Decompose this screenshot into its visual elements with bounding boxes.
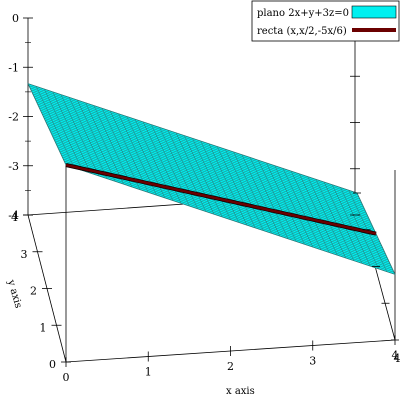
legend-label-line: recta (x,x/2,-5x/6) bbox=[257, 26, 347, 37]
plane-grid-line bbox=[216, 146, 256, 228]
plane-grid-line bbox=[332, 184, 371, 267]
x-tick-label: 3 bbox=[309, 355, 316, 368]
plane-outline bbox=[27, 82, 396, 276]
plane-grid-line bbox=[44, 117, 374, 228]
legend-swatch-plane bbox=[351, 5, 397, 19]
plane-grid-line bbox=[31, 91, 361, 202]
plane-grid-line bbox=[41, 111, 371, 222]
plane-grid-line bbox=[28, 85, 359, 196]
y-tick-label: 0 bbox=[49, 358, 56, 371]
x-axis-title: x axis bbox=[226, 386, 255, 397]
y-tick-label: 3 bbox=[21, 248, 28, 261]
y-tick-label: 2 bbox=[30, 285, 37, 298]
plane-grid-line bbox=[45, 122, 376, 232]
z-tick-label: -4 bbox=[8, 209, 19, 222]
plane-grid-line bbox=[29, 87, 359, 198]
plane-grid-line bbox=[34, 97, 364, 208]
y-axis-title: y axis bbox=[5, 278, 24, 310]
plane-grid-line bbox=[274, 165, 313, 248]
x-tick-label: 1 bbox=[145, 366, 152, 379]
plane-grid-line bbox=[290, 171, 330, 253]
plane-grid-line bbox=[307, 176, 346, 259]
plane-grid-line bbox=[39, 107, 369, 218]
legend-label-plane: plano 2x+y+3z=0 bbox=[257, 8, 349, 19]
plane-grid-line bbox=[200, 140, 239, 223]
z-tick-label: -2 bbox=[8, 111, 19, 124]
plane-grid-line bbox=[323, 181, 363, 264]
plane-surface bbox=[27, 82, 396, 276]
y-tick-label: 1 bbox=[40, 321, 47, 334]
plane-grid-line bbox=[42, 113, 372, 224]
plane-grid-line bbox=[40, 109, 370, 220]
legend: plano 2x+y+3z=0 recta (x,x/2,-5x/6) bbox=[251, 0, 400, 42]
plane-grid-line bbox=[241, 154, 281, 237]
plane-grid-line bbox=[32, 93, 362, 204]
plane-grid-line bbox=[45, 120, 375, 230]
plane-grid-line bbox=[30, 89, 360, 200]
line-series bbox=[65, 163, 377, 236]
y-tick-label: 4 bbox=[11, 211, 18, 224]
z-tick-label: 0 bbox=[12, 12, 19, 25]
plane-grid-line bbox=[37, 103, 367, 214]
plane-grid-line bbox=[249, 157, 289, 239]
plane-grid-line bbox=[33, 95, 363, 206]
plane-grid-line bbox=[233, 151, 272, 234]
plane-grid-line bbox=[46, 124, 377, 234]
plane-grid-line bbox=[225, 149, 264, 231]
x-max-tick-label: 4 bbox=[394, 352, 400, 365]
plane-grid-line bbox=[208, 143, 248, 226]
plane-grid-line bbox=[36, 101, 366, 212]
z-tick-label: -1 bbox=[8, 61, 19, 74]
x-tick-label: 4 bbox=[392, 349, 399, 362]
plane-grid-line bbox=[43, 115, 373, 226]
z-tick-label: -3 bbox=[8, 160, 19, 173]
plane-grid-line bbox=[258, 160, 297, 242]
plane-grid-line bbox=[299, 173, 338, 256]
x-tick-label: 0 bbox=[63, 371, 70, 384]
line-series-path bbox=[65, 163, 377, 235]
plane-grid-line bbox=[282, 168, 322, 250]
plane-grid-line bbox=[315, 179, 355, 261]
x-tick-label: 2 bbox=[227, 360, 234, 373]
plane-grid-line bbox=[35, 99, 365, 210]
plane-grid-line bbox=[266, 162, 305, 245]
plane-grid-line bbox=[38, 105, 368, 216]
